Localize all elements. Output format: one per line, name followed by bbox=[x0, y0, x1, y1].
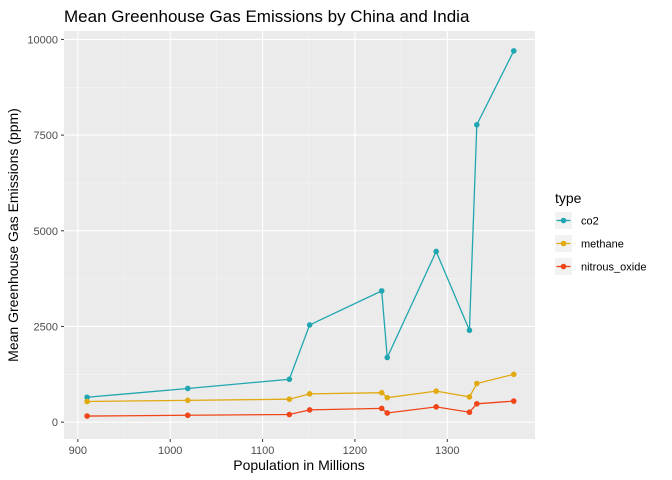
series-line-methane bbox=[87, 373, 514, 403]
legend-item-nitrous_oxide: nitrous_oxide bbox=[555, 258, 646, 275]
x-axis: 900 1000 1100 1200 1300 bbox=[69, 439, 460, 457]
data-point-methane bbox=[474, 380, 480, 387]
series-line-nitrous_oxide bbox=[87, 400, 514, 417]
x-tick-label: 900 bbox=[69, 445, 87, 457]
data-point-co2 bbox=[384, 354, 391, 361]
data-point-methane bbox=[306, 391, 313, 397]
data-point-co2 bbox=[306, 322, 313, 328]
y-tick-label: 7500 bbox=[34, 130, 58, 142]
y-tick-label: 5000 bbox=[34, 226, 58, 238]
data-point-nitrous_oxide bbox=[286, 411, 293, 418]
data-point-co2 bbox=[286, 376, 293, 383]
data-point-methane bbox=[510, 371, 517, 378]
data-point-co2 bbox=[378, 288, 385, 294]
data-point-nitrous_oxide bbox=[184, 412, 191, 419]
data-point-nitrous_oxide bbox=[384, 410, 391, 416]
chart-title: Mean Greenhouse Gas Emissions by China a… bbox=[64, 7, 470, 26]
data-point-nitrous_oxide bbox=[510, 398, 517, 404]
minor-gridlines bbox=[64, 31, 535, 439]
data-point-methane bbox=[378, 389, 385, 396]
x-axis-title: Population in Millions bbox=[233, 457, 365, 473]
data-point-co2 bbox=[466, 327, 473, 334]
data-point-nitrous_oxide bbox=[433, 404, 439, 410]
series-layer bbox=[84, 48, 517, 419]
y-axis-title: Mean Greenhouse Gas Emissions (ppm) bbox=[5, 108, 21, 362]
data-point-methane bbox=[184, 397, 191, 404]
series-nitrous_oxide bbox=[84, 398, 517, 419]
series-line-co2 bbox=[87, 50, 515, 398]
legend-title: type bbox=[555, 190, 582, 206]
data-point-co2 bbox=[474, 121, 480, 128]
y-tick-label: 2500 bbox=[34, 321, 58, 333]
data-point-methane bbox=[84, 398, 90, 405]
series-co2 bbox=[84, 48, 517, 401]
plot-panel bbox=[64, 31, 535, 439]
data-point-co2 bbox=[433, 248, 439, 255]
data-point-methane bbox=[384, 394, 391, 401]
legend-item-co2: co2 bbox=[555, 212, 599, 229]
major-gridlines bbox=[64, 31, 535, 439]
x-tick-label: 1100 bbox=[251, 445, 275, 457]
data-point-methane bbox=[466, 394, 473, 400]
data-point-co2 bbox=[184, 385, 191, 392]
y-tick-label: 10000 bbox=[27, 34, 58, 46]
legend-label-methane: methane bbox=[581, 239, 624, 251]
legend-item-methane: methane bbox=[555, 235, 624, 252]
data-point-methane bbox=[286, 396, 293, 402]
series-methane bbox=[84, 371, 517, 405]
y-axis: 0 2500 5000 7500 10000 bbox=[27, 34, 64, 429]
legend: type co2 methane nitrous_oxide bbox=[555, 190, 646, 275]
legend-label-co2: co2 bbox=[581, 216, 599, 228]
data-point-nitrous_oxide bbox=[306, 407, 313, 413]
data-point-co2 bbox=[84, 394, 90, 401]
data-point-methane bbox=[433, 388, 439, 394]
legend-key-point bbox=[560, 217, 567, 224]
data-point-nitrous_oxide bbox=[378, 405, 385, 412]
data-point-nitrous_oxide bbox=[466, 409, 473, 416]
data-point-nitrous_oxide bbox=[84, 413, 90, 419]
x-tick-label: 1200 bbox=[343, 445, 367, 457]
x-tick-label: 1300 bbox=[435, 445, 459, 457]
legend-key-point bbox=[560, 263, 567, 270]
x-tick-label: 1000 bbox=[158, 445, 182, 457]
legend-key-point bbox=[560, 240, 567, 247]
legend-label-nitrous_oxide: nitrous_oxide bbox=[581, 262, 646, 274]
y-tick-label: 0 bbox=[52, 417, 58, 429]
data-point-nitrous_oxide bbox=[474, 400, 480, 407]
data-point-co2 bbox=[510, 48, 517, 54]
